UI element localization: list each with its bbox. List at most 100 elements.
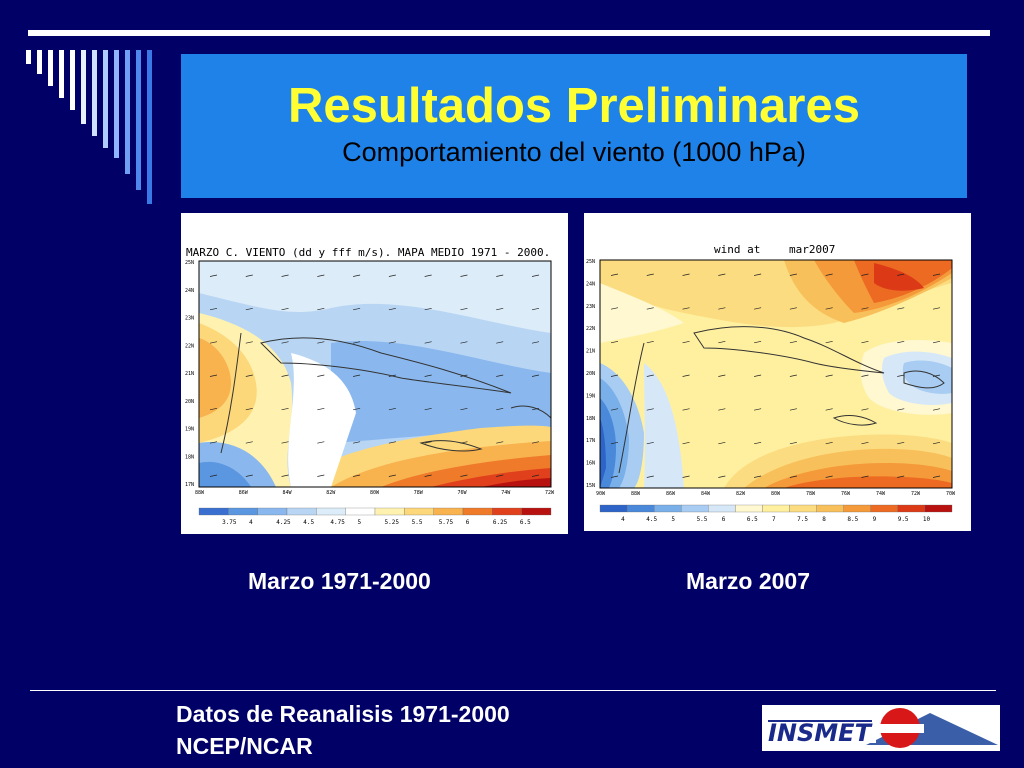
wind-vector (610, 374, 619, 377)
scale-swatch (735, 504, 763, 513)
lat-label: 17N (185, 482, 194, 488)
wind-vector (496, 441, 504, 444)
wind-vector (353, 374, 361, 377)
wind-vector (209, 307, 218, 311)
lat-label: 15N (586, 483, 595, 489)
lon-label: 82W (326, 490, 336, 496)
wind-vector (531, 341, 540, 344)
wind-vector (646, 273, 654, 276)
wind-vector (388, 307, 396, 311)
lon-label: 80W (771, 491, 781, 497)
wind-vector (932, 441, 941, 445)
scale-swatch (521, 507, 552, 516)
scale-label: 8 (822, 516, 826, 523)
map-climatology: MARZO C. VIENTO (dd y fff m/s). MAPA MED… (181, 213, 568, 534)
wind-vector (460, 474, 468, 477)
scale-swatch (924, 504, 953, 513)
wind-vector (825, 475, 833, 478)
wind-vector (281, 374, 289, 377)
map-2007: wind at mar2007 (584, 213, 971, 531)
wind-vector (897, 475, 905, 478)
wind-vector (388, 341, 396, 344)
wind-vector (646, 441, 654, 445)
wind-vector (789, 273, 797, 276)
lon-label: 86W (666, 491, 676, 497)
lon-label: 78W (414, 490, 424, 496)
scale-swatch (599, 504, 628, 513)
wind-vector (496, 274, 504, 277)
wind-vector (932, 273, 941, 276)
footer-source: Datos de Reanalisis 1971-2000 (176, 701, 510, 727)
wind-vector (718, 408, 726, 411)
lat-label: 19N (185, 427, 194, 433)
lon-label: 76W (458, 490, 468, 496)
wind-vector (424, 474, 432, 477)
wind-vector (496, 474, 504, 477)
slide-title: Resultados Preliminares (288, 79, 860, 133)
wind-vector (281, 407, 289, 411)
scale-label: 6.25 (493, 519, 508, 526)
scale-swatch (198, 507, 229, 516)
wind-vector (460, 307, 468, 311)
wind-vector (531, 374, 540, 377)
wind-vector (932, 374, 941, 377)
scale-label: 6.5 (747, 516, 758, 523)
wind-vector (932, 408, 941, 411)
lat-label: 16N (586, 461, 595, 467)
wind-vector (353, 474, 361, 477)
scale-swatch (492, 507, 522, 516)
map-frame-right (599, 259, 953, 489)
lon-label: 72W (545, 490, 555, 496)
decorative-bar (114, 50, 119, 158)
wind-vector (245, 307, 253, 311)
wind-vector (531, 274, 540, 277)
wind-vector (754, 273, 762, 276)
wind-vector (682, 475, 690, 478)
lon-label: 74W (501, 490, 511, 496)
wind-vector (353, 307, 361, 311)
wind-vector (496, 341, 504, 344)
wind-vector (281, 474, 289, 477)
wind-vector (718, 273, 726, 276)
lon-label: 84W (701, 491, 711, 497)
wind-vector (754, 307, 762, 310)
wind-vector (897, 441, 905, 445)
map-2007-title-right: mar2007 (789, 243, 835, 256)
wind-vector (897, 340, 905, 344)
scale-swatch (789, 504, 817, 513)
wind-vector (424, 441, 432, 444)
wind-vector (209, 407, 218, 411)
wind-vector (388, 441, 396, 444)
wind-vector (496, 407, 504, 411)
wind-vector (209, 374, 218, 377)
color-scale-left: 3.75 4 4.25 4.5 4.75 5 5.25 5.5 5.75 6 6.25 6.5 (198, 507, 552, 526)
wind-vector (861, 408, 869, 411)
lat-labels-left: 25N 24N 23N 22N 21N 20N 19N 18N 17N (185, 260, 194, 488)
wind-vector (754, 408, 762, 411)
wind-vector (682, 307, 690, 310)
scale-swatch (286, 507, 317, 516)
wind-vector (718, 475, 726, 478)
lat-labels-right: 25N 24N 23N 22N 21N 20N 19N 18N 17N 16N 15N (586, 259, 595, 489)
lon-label: 84W (283, 490, 293, 496)
lat-label: 18N (185, 454, 194, 460)
wind-vector (682, 408, 690, 411)
wind-vector (825, 307, 833, 310)
wind-vector (718, 374, 726, 377)
wind-vector (209, 341, 218, 344)
scale-label: 4 (621, 516, 625, 523)
wind-vector (353, 341, 361, 344)
scale-swatch (762, 504, 790, 513)
wind-vector (861, 441, 869, 445)
wind-vector (245, 274, 253, 277)
wind-vector (646, 374, 654, 377)
lat-label: 23N (185, 316, 194, 322)
decorative-bar (70, 50, 75, 110)
wind-vector (932, 340, 941, 344)
wind-vector (932, 307, 941, 310)
caption-climatology: Marzo 1971-2000 (248, 568, 431, 594)
wind-vector (245, 441, 253, 444)
lon-label: 82W (736, 491, 746, 497)
wind-vector (317, 341, 325, 344)
scale-swatch (626, 504, 655, 513)
